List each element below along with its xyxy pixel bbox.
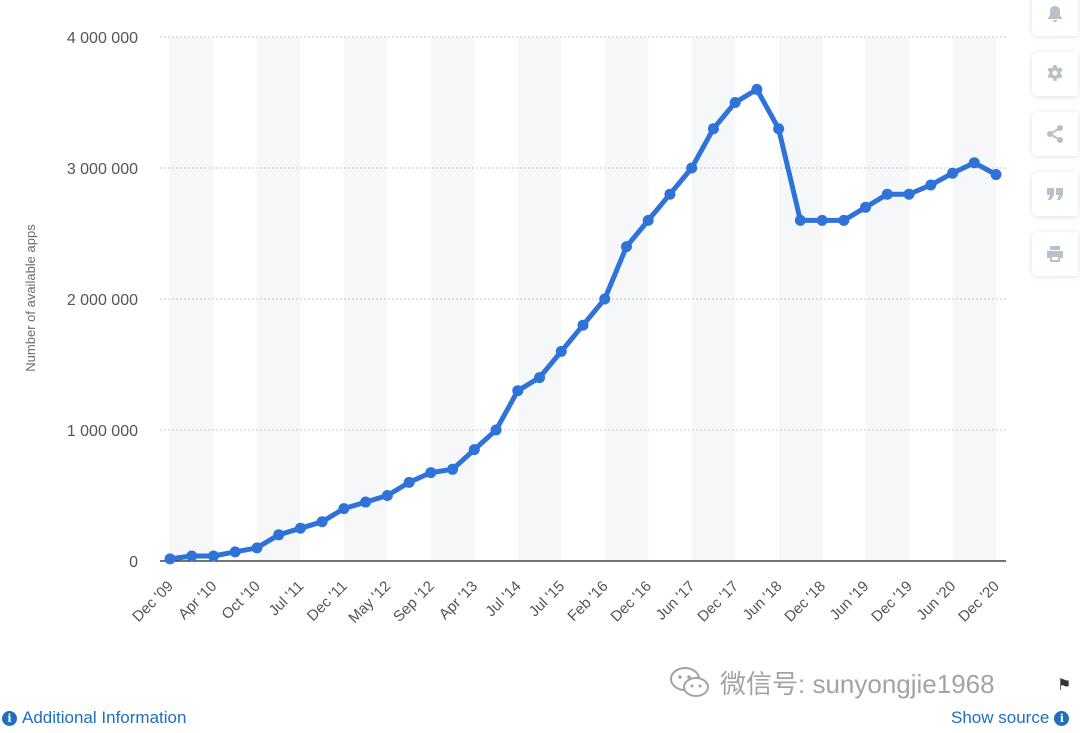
data-point[interactable] [316,516,328,528]
data-point[interactable] [925,179,937,191]
x-tick-label: Oct '10 [218,578,263,623]
data-point[interactable] [599,293,611,305]
notification-button[interactable] [1032,0,1078,36]
watermark-text: 微信号: sunyongjie1968 [720,669,995,699]
side-toolbar [1032,0,1080,276]
show-source-label: Show source [951,708,1050,727]
y-tick-label: 1 000 000 [67,423,138,440]
x-tick-label: Dec '20 [955,578,1003,626]
print-button[interactable] [1032,232,1078,276]
data-point[interactable] [577,319,589,331]
show-source-link[interactable]: Show source i [951,708,1070,728]
x-tick-label: Apr '10 [175,578,220,623]
quote-icon [1047,188,1063,200]
x-tick-label: Jul '11 [266,578,308,620]
wechat-icon [670,666,709,697]
y-tick-label: 3 000 000 [67,161,138,178]
data-point[interactable] [512,385,524,397]
x-tick-label: Dec '09 [129,578,177,626]
data-point[interactable] [229,546,241,558]
data-point[interactable] [881,188,893,200]
x-tick-label: Jul '14 [482,578,524,620]
data-point[interactable] [273,529,285,541]
data-point[interactable] [729,97,741,108]
data-point[interactable] [403,476,415,488]
additional-information-link[interactable]: i Additional Information [2,708,186,728]
bell-icon [1048,6,1062,22]
data-point[interactable] [490,424,502,436]
data-point[interactable] [642,214,654,226]
data-point[interactable] [947,167,959,179]
data-point[interactable] [751,83,763,95]
data-point[interactable] [707,123,719,135]
data-point[interactable] [447,463,459,475]
data-point[interactable] [686,162,698,174]
data-point[interactable] [968,157,980,169]
data-point[interactable] [186,550,198,562]
data-point[interactable] [360,496,372,508]
data-point[interactable] [860,201,872,213]
x-tick-label: Dec '18 [781,578,829,626]
data-point[interactable] [425,467,437,479]
data-point[interactable] [620,241,632,253]
settings-button[interactable] [1032,52,1078,96]
data-point[interactable] [534,372,546,384]
data-point[interactable] [990,169,1002,181]
x-tick-label: Jun '19 [827,578,873,624]
print-icon [1047,246,1063,262]
share-icon [1047,125,1063,143]
y-axis-label: Number of available apps [23,224,38,372]
x-tick-label: Dec '11 [304,578,351,625]
x-tick-label: Jun '18 [740,578,786,624]
y-tick-label: 4 000 000 [67,30,138,47]
data-point[interactable] [207,550,219,562]
data-point[interactable] [773,123,785,135]
wechat-watermark: 微信号: sunyongjie1968 [668,664,995,701]
grid-lines [160,36,1006,562]
x-tick-label: Dec '19 [868,578,916,626]
x-tick-label: Jun '20 [913,578,959,624]
x-tick-label: Dec '16 [607,578,655,626]
data-point[interactable] [164,553,176,565]
data-point[interactable] [381,490,393,501]
gear-icon [1047,65,1063,81]
data-point[interactable] [338,503,350,515]
additional-information-label: Additional Information [22,708,187,727]
x-tick-label: Sep '12 [390,578,438,626]
chart: 0 1 000 000 2 000 000 3 000 000 4 000 000 De… [23,30,1006,627]
x-tick-label: Dec '17 [694,578,742,626]
data-point[interactable] [664,188,676,200]
x-tick-label: Jul '15 [526,578,568,620]
data-point[interactable] [794,214,806,226]
y-tick-label: 2 000 000 [67,292,138,309]
info-icon: i [2,710,17,726]
share-button[interactable] [1032,112,1078,156]
data-point[interactable] [838,214,850,226]
y-tick-label: 0 [129,554,138,571]
data-point[interactable] [555,345,567,357]
x-tick-label: Feb '16 [564,578,611,625]
flag-icon[interactable]: ⚑ [1057,677,1072,694]
data-point[interactable] [816,214,828,226]
data-point[interactable] [294,522,306,534]
data-point[interactable] [468,444,480,456]
x-tick-label: May '12 [345,578,394,627]
y-axis-ticks: 0 1 000 000 2 000 000 3 000 000 4 000 000 [67,30,138,571]
cite-button[interactable] [1032,172,1078,216]
series-line [164,83,1002,565]
x-tick-label: Jun '17 [653,578,699,624]
info-icon: i [1054,710,1070,726]
x-tick-label: Apr '13 [436,578,481,623]
data-point[interactable] [903,188,915,200]
data-point[interactable] [251,542,263,554]
